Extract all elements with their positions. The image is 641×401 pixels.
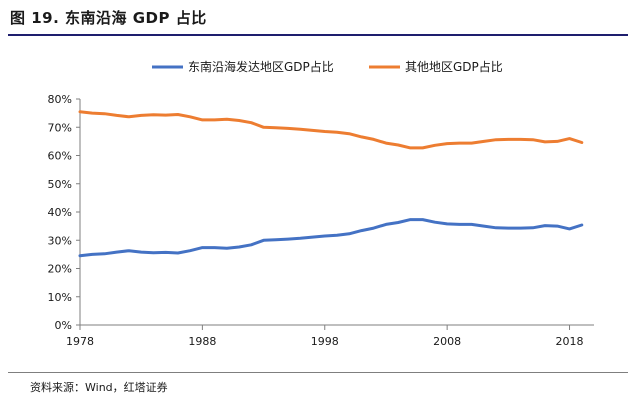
y-tick-label: 40% <box>48 206 72 219</box>
series-line-other-regions <box>78 110 584 150</box>
y-tick-label: 80% <box>48 93 72 106</box>
legend-label-0: 东南沿海发达地区GDP占比 <box>188 59 334 74</box>
legend: 东南沿海发达地区GDP占比 其他地区GDP占比 <box>152 59 503 74</box>
series-layer <box>78 110 584 258</box>
legend-label-1: 其他地区GDP占比 <box>405 59 503 74</box>
y-tick-label: 10% <box>48 291 72 304</box>
source-rule <box>8 372 628 373</box>
x-tick-label: 1978 <box>66 335 94 348</box>
source-note: 资料来源：Wind，红塔证券 <box>30 381 168 394</box>
y-axis: 0% 10% 20% 30% 40% 50% 60% 70% 80% <box>48 93 81 332</box>
x-axis: 1978 1988 1998 2008 2018 <box>66 324 594 348</box>
figure-title: 图 19. 东南沿海 GDP 占比 <box>10 9 207 27</box>
y-tick-label: 0% <box>55 319 72 332</box>
y-tick-label: 20% <box>48 263 72 276</box>
y-tick-label: 30% <box>48 234 72 247</box>
x-tick-label: 2018 <box>556 335 584 348</box>
y-tick-label: 60% <box>48 150 72 163</box>
x-tick-label: 2008 <box>433 335 461 348</box>
y-tick-label: 70% <box>48 121 72 134</box>
series-line-southeast-coastal <box>78 218 584 258</box>
title-rule <box>8 34 628 36</box>
x-tick-label: 1988 <box>188 335 216 348</box>
x-tick-label: 1998 <box>311 335 339 348</box>
y-tick-label: 50% <box>48 178 72 191</box>
